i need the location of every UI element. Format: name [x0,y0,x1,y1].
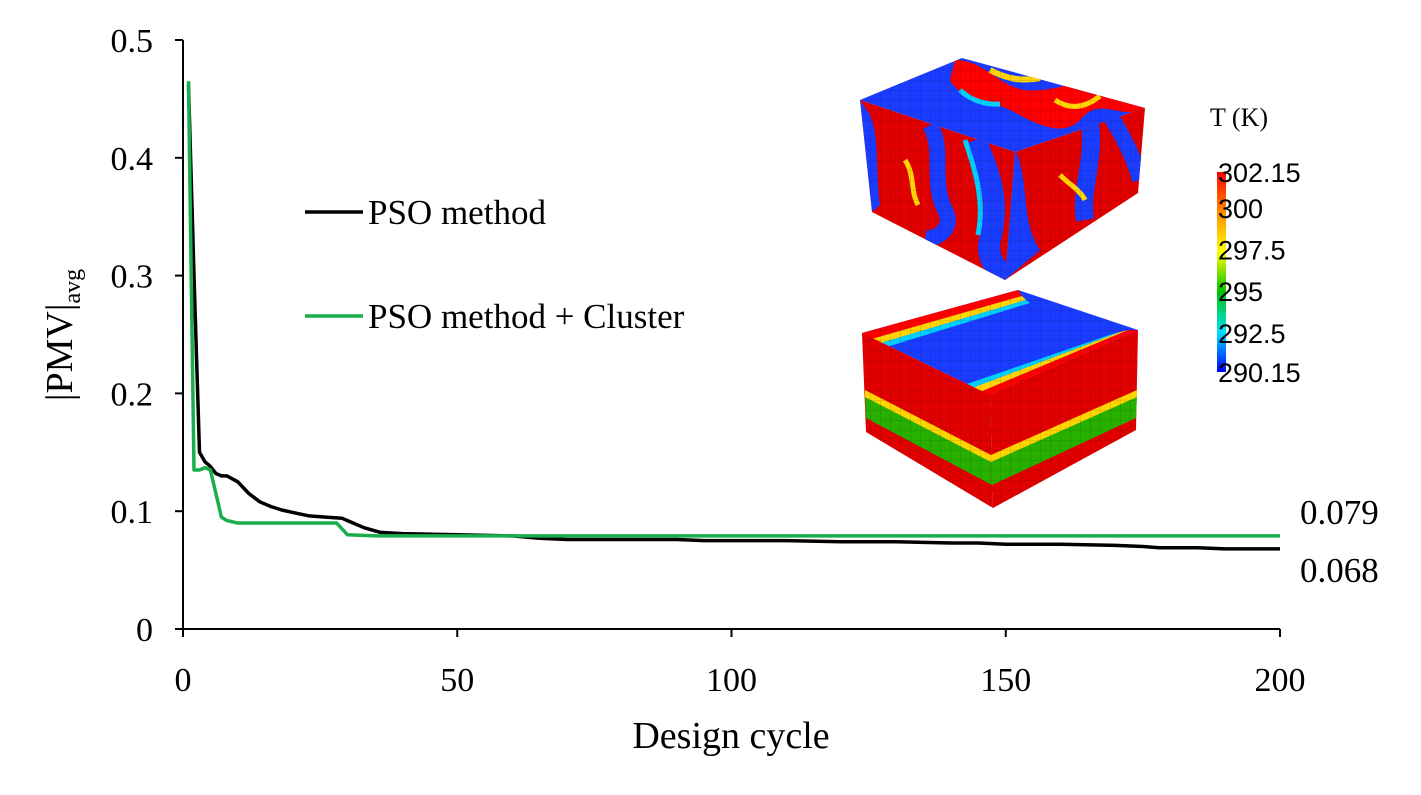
end-label-pso: 0.068 [1300,551,1379,590]
colorbar-tick-label: 302.15 [1218,158,1301,188]
colorbar-tick-label: 290.15 [1218,358,1301,388]
inset-temperature-box-initial [862,290,1138,508]
colorbar-labels: 302.15 300 297.5 295 292.5 290.15 [1218,158,1301,388]
x-tick-label: 200 [1255,662,1306,699]
x-tick-label: 0 [175,662,192,699]
colorbar-title: T (K) [1210,103,1268,132]
colorbar: T (K) 302.15 300 297.5 295 292.5 290.15 [1210,103,1301,388]
x-tick-label: 100 [706,662,757,699]
legend: PSO method PSO method + Cluster [305,193,685,336]
colorbar-tick-label: 295 [1218,277,1263,307]
x-ticks: 0 50 100 150 200 [175,629,1306,699]
colorbar-tick-label: 292.5 [1218,319,1286,349]
series-layer [186,81,1280,551]
colorbar-gradient [1217,172,1226,372]
y-tick-label: 0.4 [111,141,154,178]
x-tick-label: 150 [980,662,1031,699]
y-axis-label: |PMV|avg [39,269,86,401]
y-tick-label: 0 [136,612,153,649]
colorbar-tick-label: 297.5 [1218,236,1286,266]
y-axis-label-main: |PMV| [39,304,81,402]
y-tick-label: 0.5 [111,23,154,60]
inset-temperature-box-optimized [860,58,1145,280]
x-axis-label: Design cycle [632,715,829,757]
y-tick-label: 0.3 [111,259,154,296]
y-axis-label-sub: avg [60,269,86,304]
y-ticks: 0 0.1 0.2 0.3 0.4 0.5 [111,23,183,649]
colorbar-tick-label: 300 [1218,194,1263,224]
legend-label-pso: PSO method [368,193,546,232]
series-line-pso-cluster [186,81,1280,538]
y-tick-label: 0.2 [111,376,154,413]
x-tick-label: 50 [440,662,474,699]
legend-label-pso-cluster: PSO method + Cluster [368,297,685,336]
end-label-pso-cluster: 0.079 [1300,493,1379,532]
y-tick-label: 0.1 [111,494,154,531]
